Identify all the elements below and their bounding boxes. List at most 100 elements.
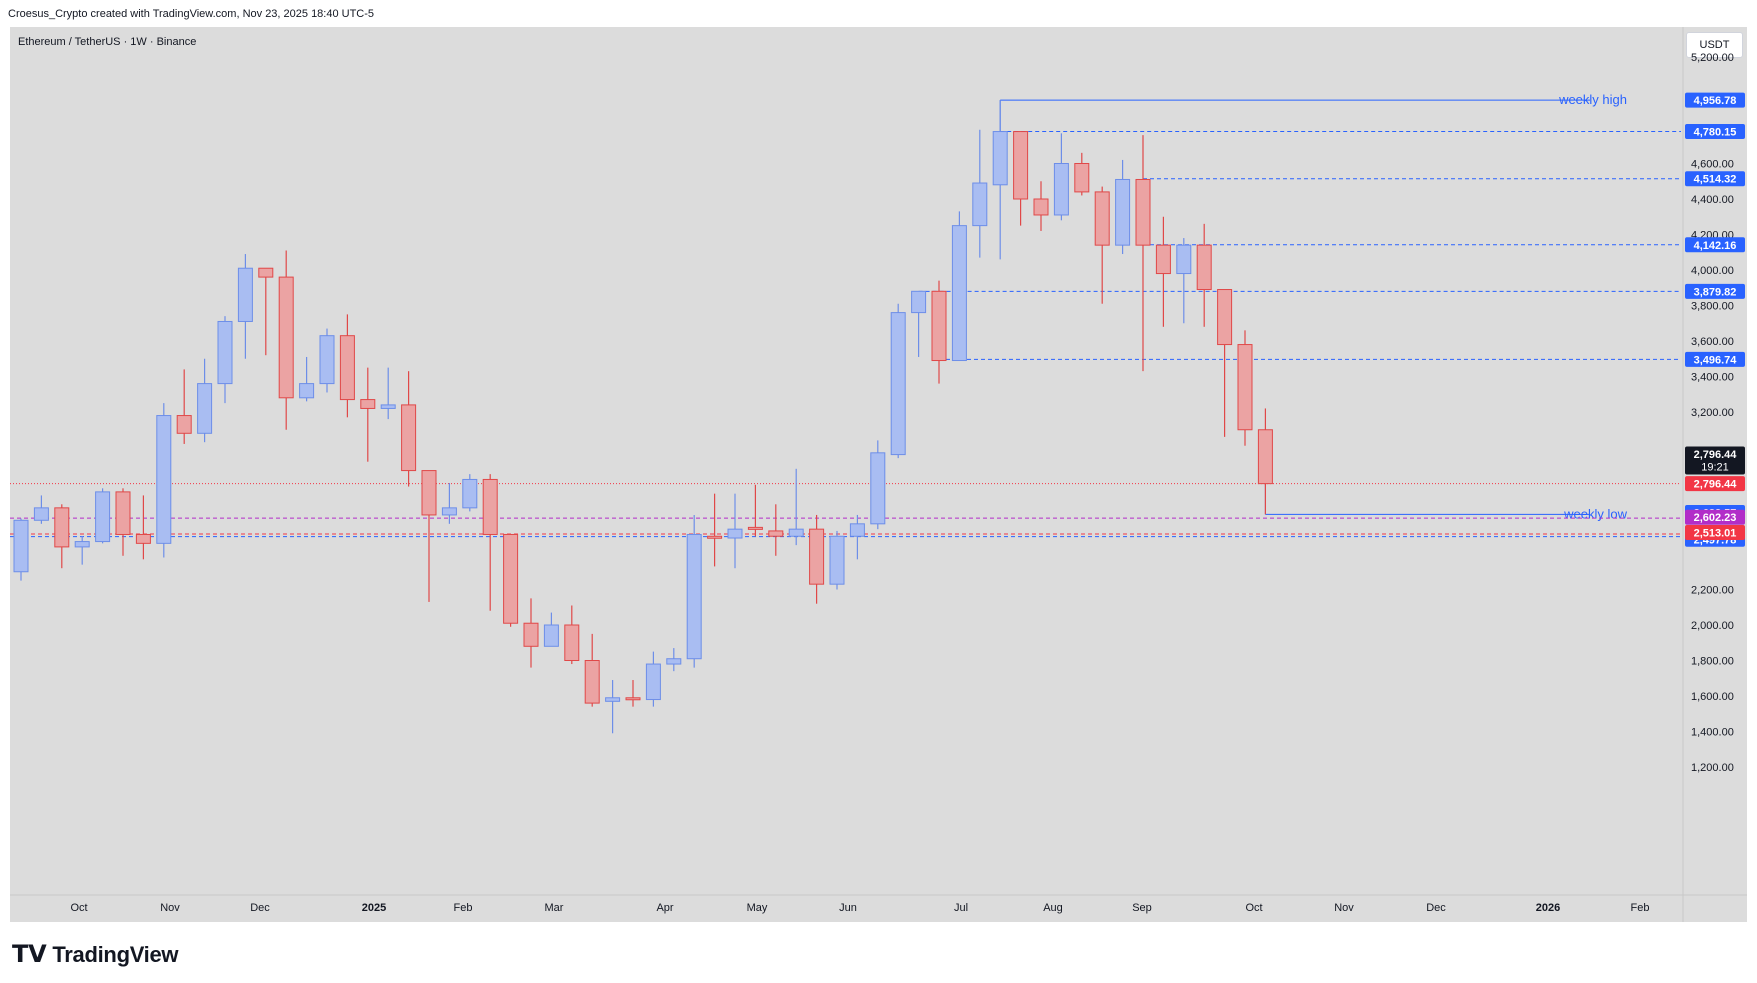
x-tick-label: Dec [250,902,270,914]
level-annotation: weekly high [1558,92,1627,107]
candle-body [339,335,355,401]
candle-body [829,535,845,585]
tradingview-logo[interactable]: 𝗧𝗩 TradingView [12,940,179,969]
purple-price-label: 2,602.23 [1694,512,1737,524]
y-tick-label: 1,800.00 [1691,656,1734,668]
candle-body [197,383,213,434]
attribution-text: Croesus_Crypto created with TradingView.… [8,8,375,20]
candle-body [564,624,580,661]
level-price-label-bg [1685,124,1745,140]
candle-body [849,523,865,537]
candle-body [992,131,1008,186]
y-tick-label: 2,200.00 [1691,585,1734,597]
level-price-label: 4,514.32 [1694,174,1737,186]
candle-body [360,399,376,409]
candle-body [972,182,988,227]
level-price-label-bg [1685,171,1745,187]
y-tick-label: 1,600.00 [1691,691,1734,703]
current-price-label-countdown: 19:21 [1701,461,1729,473]
candle-body [237,267,253,322]
candle-body [1135,178,1151,246]
candle-body [523,622,539,647]
candle-body [1155,244,1171,275]
y-tick-label: 4,600.00 [1691,159,1734,171]
current-price-label-bg [1685,446,1745,475]
candle-body [788,528,804,537]
candle-body [258,267,274,278]
candle-body [666,658,682,665]
x-tick-label: Sep [1132,902,1152,914]
candle-body [890,312,906,456]
level-price-label: 3,879.82 [1694,286,1737,298]
y-tick-label: 4,000.00 [1691,265,1734,277]
candle-body [115,491,131,535]
candle-body [1094,191,1110,246]
candle-body [54,507,70,548]
candle-body [1176,244,1192,275]
x-tick-label: Apr [656,902,673,914]
candle-body [747,526,763,530]
candle-body [319,335,335,385]
red-price-label-bg [1685,525,1745,541]
x-tick-label: Aug [1043,902,1063,914]
candle-body [1074,163,1090,193]
candle-body [33,507,49,521]
candle-body [380,404,396,409]
candle-body [441,507,457,516]
y-tick-label: 3,400.00 [1691,372,1734,384]
candle-body [299,383,315,399]
red-price-label: 2,513.01 [1694,528,1737,540]
purple-price-label-bg [1685,509,1745,525]
x-tick-label: Mar [545,902,564,914]
level-price-label-bg [1685,237,1745,253]
x-tick-label: Jun [839,902,857,914]
currency-button[interactable]: USDT [1686,32,1743,58]
y-tick-label: 5,200.00 [1691,52,1734,64]
x-tick-label: Nov [1334,902,1354,914]
candle-body [95,491,111,543]
candle-body [482,478,498,535]
last-price-label: 2,796.44 [1694,479,1738,491]
y-tick-label: 3,800.00 [1691,301,1734,313]
level-price-label: 4,142.16 [1694,240,1737,252]
y-tick-label: 3,600.00 [1691,336,1734,348]
x-tick-label: May [747,902,768,914]
candle-body [13,519,29,573]
level-price-label-bg [1685,351,1745,367]
candle-body [278,276,294,399]
last-price-label-bg [1685,476,1745,492]
x-tick-label: Feb [454,902,473,914]
candle-body [605,697,621,702]
candle-body [625,697,641,701]
y-tick-label: 1,400.00 [1691,727,1734,739]
candle-body [870,452,886,525]
candle-body [74,541,90,548]
candle-body [1115,178,1131,246]
candle-body [503,533,519,624]
candle-body [156,415,172,544]
candle-body [217,320,233,385]
x-tick-label: Jul [954,902,968,914]
candle-body [951,225,967,362]
candle-body [1053,163,1069,216]
y-tick-label: 2,000.00 [1691,620,1734,632]
candle-body [584,660,600,704]
symbol-title: Ethereum / TetherUS · 1W · Binance [18,36,197,48]
x-tick-label: Oct [70,902,87,914]
tradingview-logo-text: TradingView [52,941,179,967]
candle-body [911,290,927,314]
y-tick-label: 1,200.00 [1691,762,1734,774]
x-tick-label: 2025 [362,902,386,914]
x-tick-label: Feb [1631,902,1650,914]
candle-body [401,404,417,472]
x-tick-label: Nov [160,902,180,914]
level-price-label-bg [1685,283,1745,299]
candle-body [1033,198,1049,216]
level-price-label: 3,496.74 [1694,354,1738,366]
candle-body [707,535,723,539]
candle-body [931,290,947,362]
y-tick-label: 3,200.00 [1691,407,1734,419]
x-tick-label: Dec [1426,902,1446,914]
candle-body [1196,244,1212,291]
